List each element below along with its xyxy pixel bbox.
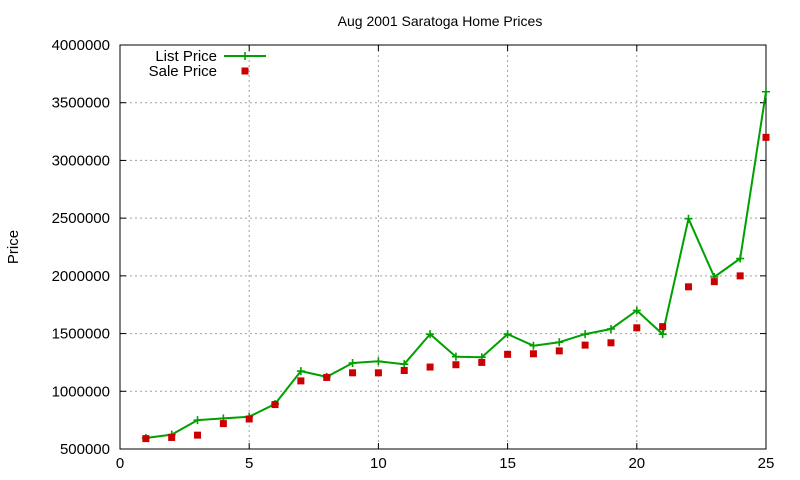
data-point-sale-price [736, 272, 744, 280]
data-point-list-price [426, 330, 435, 339]
x-tick-label: 0 [116, 455, 124, 472]
y-tick-label: 2000000 [52, 268, 110, 285]
data-point-list-price [348, 359, 357, 368]
data-point-sale-price [374, 369, 382, 377]
data-point-list-price [296, 367, 305, 376]
data-point-sale-price [168, 433, 176, 441]
data-point-sale-price [349, 369, 357, 377]
y-tick-label: 2500000 [52, 210, 110, 227]
y-axis-label: Price [5, 230, 22, 264]
data-point-sale-price [684, 283, 692, 291]
data-point-list-price [581, 330, 590, 339]
y-tick-label: 4000000 [52, 37, 110, 54]
y-tick-label: 3500000 [52, 95, 110, 112]
data-point-list-price [503, 330, 512, 339]
data-point-list-price [684, 214, 693, 223]
data-point-sale-price [633, 324, 641, 332]
x-tick-label: 20 [628, 455, 645, 472]
data-point-sale-price [271, 401, 279, 409]
data-point-sale-price [504, 350, 512, 358]
data-point-list-price [555, 338, 564, 347]
x-tick-label: 15 [499, 455, 516, 472]
data-point-list-price [736, 254, 745, 263]
data-point-sale-price [607, 339, 615, 347]
legend-marker-sale-price [241, 67, 249, 75]
data-point-sale-price [529, 350, 537, 358]
data-point-list-price [658, 330, 667, 339]
data-point-list-price [606, 324, 615, 333]
y-tick-label: 500000 [60, 441, 110, 458]
plot-frame [119, 44, 767, 450]
legend: List Price Sale Price [149, 48, 266, 80]
data-point-sale-price [478, 358, 486, 366]
data-point-sale-price [245, 415, 253, 423]
data-point-list-price [762, 87, 770, 96]
data-point-sale-price [142, 435, 150, 443]
data-point-list-price [529, 341, 538, 350]
legend-label-sale-price: Sale Price [149, 63, 217, 80]
data-point-sale-price [400, 367, 408, 375]
data-point-sale-price [194, 431, 202, 439]
data-point-sale-price [452, 361, 460, 369]
data-point-list-price [400, 360, 409, 369]
data-point-sale-price [323, 373, 331, 381]
series-layer [141, 87, 770, 443]
legend-label-list-price: List Price [155, 48, 217, 65]
data-point-sale-price [297, 377, 305, 385]
y-tick-label: 1500000 [52, 326, 110, 343]
data-point-sale-price [426, 363, 434, 371]
y-tick-label: 3000000 [52, 152, 110, 169]
data-point-sale-price [581, 341, 589, 349]
legend-marker-list-price [241, 52, 249, 60]
data-point-sale-price [762, 133, 770, 141]
data-point-list-price [193, 416, 202, 425]
series-sale-price [142, 133, 770, 443]
x-tick-label: 5 [245, 455, 253, 472]
x-tick-label: 10 [370, 455, 387, 472]
data-point-sale-price [219, 420, 227, 428]
chart-title: Aug 2001 Saratoga Home Prices [338, 13, 543, 29]
data-point-list-price [632, 306, 641, 315]
x-tick-label: 25 [758, 455, 775, 472]
data-point-list-price [451, 352, 460, 361]
data-point-sale-price [710, 278, 718, 286]
y-tick-label: 1000000 [52, 383, 110, 400]
data-point-sale-price [659, 323, 667, 331]
data-point-sale-price [555, 347, 563, 355]
grid [120, 45, 766, 449]
data-point-list-price [374, 357, 383, 366]
tick-labels: 0 5 10 15 20 25 500000 1000000 1500000 2000000 250… [52, 37, 775, 472]
